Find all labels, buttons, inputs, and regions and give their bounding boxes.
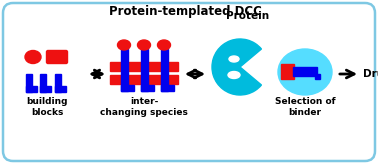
FancyBboxPatch shape bbox=[46, 51, 68, 63]
Ellipse shape bbox=[25, 51, 41, 63]
Bar bbox=[40, 86, 51, 92]
Text: Drug: Drug bbox=[363, 69, 378, 79]
Text: Protein: Protein bbox=[226, 11, 270, 21]
Bar bbox=[293, 67, 317, 76]
Bar bbox=[161, 85, 174, 91]
Bar bbox=[40, 74, 46, 92]
Bar bbox=[141, 49, 148, 91]
Wedge shape bbox=[212, 39, 262, 95]
Bar bbox=[55, 74, 61, 92]
Ellipse shape bbox=[118, 40, 130, 50]
Ellipse shape bbox=[229, 56, 239, 62]
Bar bbox=[110, 75, 178, 84]
Ellipse shape bbox=[228, 72, 240, 79]
Bar bbox=[141, 85, 154, 91]
Text: inter-
changing species: inter- changing species bbox=[100, 97, 188, 117]
Bar bbox=[26, 74, 32, 92]
Ellipse shape bbox=[138, 40, 150, 50]
Bar bbox=[315, 74, 320, 79]
Bar bbox=[55, 86, 66, 92]
Text: Protein-templated DCC: Protein-templated DCC bbox=[108, 4, 262, 18]
Bar bbox=[121, 85, 134, 91]
Bar bbox=[281, 64, 294, 79]
Bar bbox=[121, 49, 128, 91]
Bar bbox=[26, 86, 37, 92]
Bar bbox=[161, 49, 168, 91]
FancyBboxPatch shape bbox=[3, 3, 375, 161]
Ellipse shape bbox=[278, 49, 332, 95]
Text: building
blocks: building blocks bbox=[26, 97, 68, 117]
Ellipse shape bbox=[158, 40, 170, 50]
Bar bbox=[110, 62, 178, 71]
Text: Selection of
binder: Selection of binder bbox=[275, 97, 335, 117]
